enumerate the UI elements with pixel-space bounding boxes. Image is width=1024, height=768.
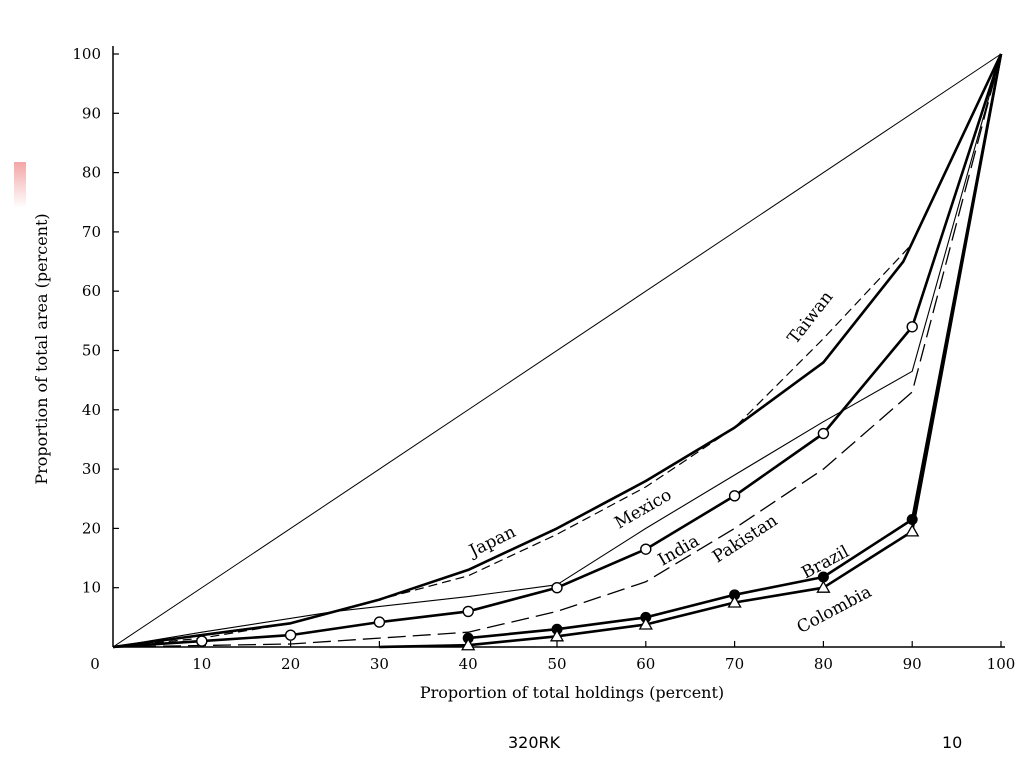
y-tick-label: 60 [82,282,101,300]
data-point-colombia [549,629,565,642]
x-tick-label: 100 [987,655,1016,673]
x-tick-label: 50 [547,655,566,673]
series-label-pakistan: Pakistan [709,511,781,568]
data-point-india [462,605,474,618]
y-tick-label: 70 [82,223,101,241]
x-axis-title: Proportion of total holdings (percent) [420,683,724,702]
y-tick-label: 80 [82,164,101,182]
y-tick-label: 100 [72,45,101,63]
y-tick-label: 20 [82,519,101,537]
x-tick-label: 70 [725,655,744,673]
slide-footer-text: 320RK [508,733,561,752]
x-tick-label: 10 [192,655,211,673]
data-point-colombia [638,617,653,630]
slide-accent-bar [14,162,26,208]
x-tick-label: 60 [636,655,655,673]
data-point-india [906,321,918,333]
data-point-india [817,427,830,440]
equality-line [112,53,1002,648]
data-point-india [551,582,563,594]
data-point-india [640,543,652,555]
y-tick-label: 30 [82,460,101,478]
origin-label: 0 [90,655,100,673]
series-line-pakistan [112,53,1002,648]
data-point-colombia [461,637,476,651]
data-point-colombia [905,524,920,537]
data-point-india [196,635,208,647]
y-tick-label: 40 [82,401,101,419]
y-tick-label: 50 [82,342,101,360]
slide-page-number: 10 [942,733,963,752]
y-tick-label: 90 [82,104,101,122]
data-point-india [728,490,741,502]
series-markers [196,321,920,651]
series-line-mexico [112,53,1002,648]
series-lines [112,53,1003,649]
data-point-brazil [906,514,918,526]
data-point-india [284,629,297,641]
series-label-mexico: Mexico [611,485,675,533]
data-point-colombia [816,580,831,593]
x-tick-label: 80 [814,655,833,673]
x-tick-label: 40 [459,655,478,673]
series-label-taiwan: Taiwan [784,287,837,348]
x-tick-label: 20 [281,655,300,673]
y-axis-title: Proportion of total area (percent) [32,213,51,484]
x-tick-label: 90 [903,655,922,673]
data-point-india [373,616,386,628]
series-line-japan [112,53,1003,649]
x-tick-label: 30 [370,655,389,673]
y-tick-label: 10 [82,579,101,597]
series-line-colombia [379,53,1003,649]
series-label-india: India [655,531,703,570]
axes: 10 20 30 40 50 60 70 80 90 100 10 20 30 40 50 60 70 80 90 1… [72,45,1015,673]
data-point-colombia [727,595,742,608]
